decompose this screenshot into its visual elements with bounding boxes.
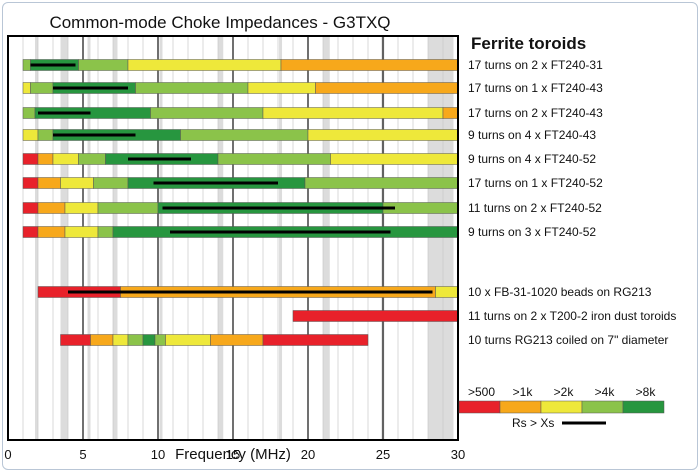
band-shade-4 [159,36,163,440]
x-tick-label-3: 15 [226,447,240,462]
band-shade-1 [60,36,68,440]
band-shade-0 [35,36,38,440]
bar-segment-row10-4 [142,334,156,346]
bar-segment-row7-0 [22,226,39,238]
bar-segment-row0-0 [22,59,31,71]
bar-segment-row10-2 [112,334,129,346]
legend-title: Ferrite toroids [471,34,586,53]
bar-segment-row7-1 [37,226,66,238]
band-shade-2 [87,36,91,440]
bar-segment-row7-3 [97,226,114,238]
plot-area-border [7,35,459,441]
bar-segment-row4-3 [78,153,106,165]
row-label-2: 17 turns on 2 x FT240-43 [468,106,603,120]
bar-segment-row8-2 [435,286,459,298]
bar-segment-row3-1 [37,129,54,141]
band-shade-5 [218,36,224,440]
row-label-0: 17 turns on 2 x FT240-31 [468,58,603,72]
x-ticks-group: 0 5 10 15 20 25 30 [4,447,465,462]
bars-group [22,59,459,346]
band-shade-3 [113,36,118,440]
rs-xs-legend-label: Rs > Xs [512,416,554,430]
bar-segment-row6-1 [37,202,66,214]
x-tick-label-0: 0 [4,447,11,462]
row-label-10: 10 turns RG213 coiled on 7" diameter [468,333,668,347]
bar-segment-row10-0 [60,334,91,346]
bar-segment-row3-4 [307,129,459,141]
x-tick-label-6: 30 [451,447,465,462]
row-label-6: 11 turns on 2 x FT240-52 [468,201,602,215]
row-label-7: 9 turns on 3 x FT240-52 [468,225,596,239]
bar-segment-row7-2 [64,226,99,238]
bar-segment-row3-3 [180,129,309,141]
band-shading-group [35,36,454,440]
bar-segment-row5-2 [60,177,94,189]
row-label-5: 17 turns on 1 x FT240-52 [468,176,603,190]
bar-segment-row5-5 [304,177,459,189]
x-axis-label: Frequency (MHz) [175,446,291,463]
bar-segment-row1-1 [30,82,54,94]
bar-segment-row10-3 [127,334,144,346]
bar-segment-row2-4 [442,107,459,119]
bar-segment-row2-3 [262,107,444,119]
x-tick-label-4: 20 [301,447,315,462]
bar-segment-row1-5 [315,82,459,94]
row-label-9: 11 turns on 2 x T200-2 iron dust toroids [468,309,676,323]
legend-swatch-2 [540,400,583,414]
band-shade-7 [323,36,330,440]
legend-label-1: >1k [513,385,534,399]
x-tick-label-1: 5 [79,447,86,462]
bar-segment-row9-0 [292,310,459,322]
band-shade-9 [428,36,454,440]
bar-segment-row5-1 [37,177,61,189]
bar-segment-row2-2 [150,107,264,119]
bar-segment-row4-2 [52,153,79,165]
bar-segment-row10-7 [210,334,264,346]
row-labels-group: 17 turns on 2 x FT240-31 17 turns on 1 x … [468,58,676,347]
x-tick-label-5: 25 [376,447,390,462]
bar-segment-row1-3 [135,82,249,94]
bar-segment-row6-3 [97,202,159,214]
bar-segment-row5-3 [93,177,129,189]
legend-label-0: >500 [468,385,495,399]
bar-segment-row10-5 [154,334,166,346]
bar-segment-row0-2 [78,59,129,71]
bar-segment-row6-2 [64,202,99,214]
bar-segment-row10-6 [165,334,211,346]
bar-segment-row4-0 [22,153,39,165]
bar-segment-row0-4 [280,59,459,71]
bar-segment-row4-6 [330,153,459,165]
legend-swatch-3 [581,400,624,414]
chart-title: Common-mode Choke Impedances - G3TXQ [49,13,390,32]
impedance-legend: >500 >1k >2k >4k >8k [458,385,665,414]
row-label-1: 17 turns on 1 x FT240-43 [468,81,603,95]
row-label-4: 9 turns on 4 x FT240-52 [468,152,596,166]
grid-group [22,36,444,440]
bar-segment-row4-1 [37,153,54,165]
bar-segment-row5-0 [22,177,39,189]
bar-segment-row0-3 [127,59,282,71]
legend-swatch-4 [622,400,665,414]
row-label-3: 9 turns on 4 x FT240-43 [468,128,596,142]
bar-segment-row4-5 [217,153,331,165]
legend-label-4: >8k [636,385,657,399]
bar-segment-row6-0 [22,202,39,214]
row-label-8: 10 x FB-31-1020 beads on RG213 [468,285,652,299]
bar-segment-row10-1 [90,334,114,346]
x-tick-label-2: 10 [151,447,165,462]
bar-segment-row1-4 [247,82,316,94]
legend-swatch-1 [499,400,542,414]
bar-segment-row10-8 [262,334,369,346]
legend-label-2: >2k [554,385,575,399]
legend-label-3: >4k [595,385,616,399]
bar-segment-row2-0 [22,107,36,119]
legend-swatch-0 [458,400,501,414]
band-shade-6 [279,36,283,440]
bar-segment-row1-0 [22,82,31,94]
bar-segment-row3-0 [22,129,39,141]
